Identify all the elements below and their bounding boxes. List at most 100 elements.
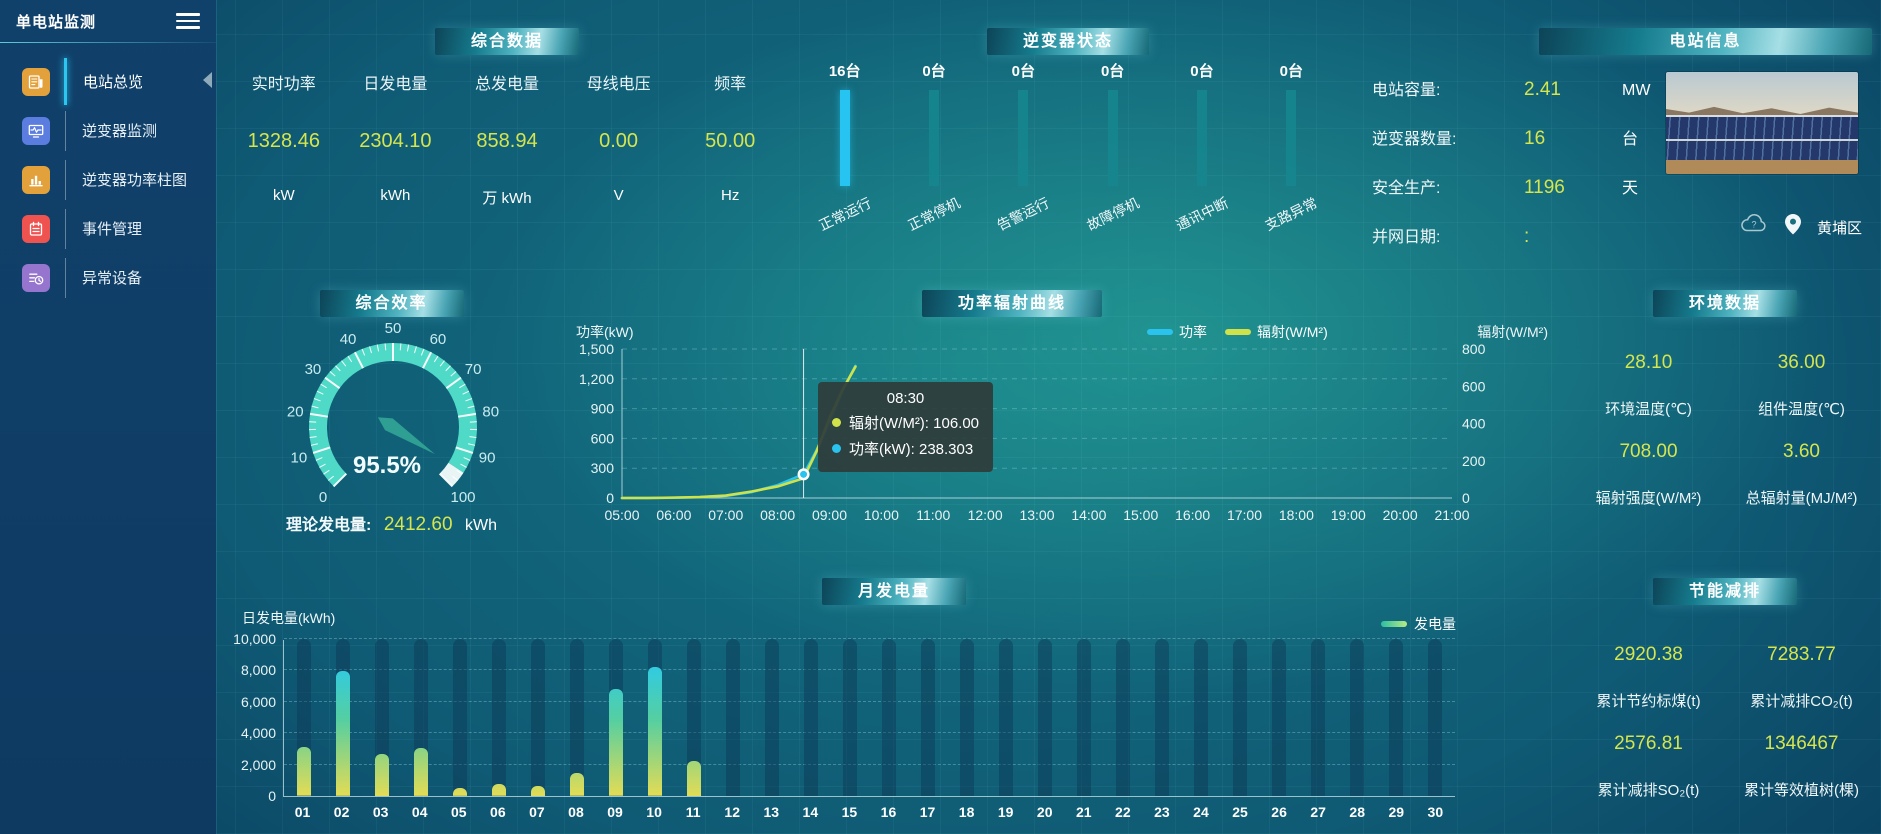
sidebar-item-power-bars[interactable]: 逆变器功率柱图 [0, 155, 216, 204]
svg-text:?: ? [1751, 220, 1756, 230]
left-axis-title: 功率(kW) [576, 324, 634, 340]
monthly-x-tick: 02 [333, 804, 350, 820]
monthly-y-tick: 8,000 [240, 662, 276, 679]
sidebar-divider [0, 42, 216, 43]
monthly-legend: 发电量 [1381, 614, 1456, 634]
generation-bar [452, 788, 467, 796]
inverter-count: 16台 [828, 63, 861, 80]
tooltip-row: 功率(kW): 238.303 [832, 438, 979, 459]
monthly-x-tick: 12 [724, 804, 740, 820]
station-info-value: : [1524, 226, 1530, 247]
inverter-count: 0台 [1279, 63, 1303, 80]
monthly-bar-cell [987, 639, 1026, 796]
monthly-bar-cell [401, 639, 440, 796]
efficiency-gauge: 0 10 20 30 40 50 60 70 80 90 100 95.5% [287, 320, 499, 506]
sidebar-collapse-arrow[interactable] [203, 72, 212, 88]
station-info-value: 2.41 [1524, 79, 1561, 100]
station-info-rows: 电站容量: 2.41 MW 逆变器数量: 16 台安全生产: 1196 天并网日期: : [1372, 76, 1687, 272]
app-title: 单电站监测 [16, 13, 97, 31]
monthly-x-tick: 27 [1310, 804, 1326, 820]
panel-title-monthly: 月发电量 [821, 578, 967, 605]
bar-background [960, 639, 975, 796]
svg-text:17:00: 17:00 [1227, 507, 1262, 523]
inverter-monitor-icon [22, 116, 50, 145]
inverter-status-label: 通讯中断 [1173, 195, 1230, 234]
svg-text:200: 200 [1462, 453, 1486, 469]
monthly-bar-cell [1104, 639, 1143, 796]
monthly-x-tick: 09 [607, 804, 623, 820]
inverter-status-label-text: 通讯中断 [1173, 194, 1231, 234]
svg-text:0: 0 [1462, 490, 1470, 506]
metric-label: 日发电量 [363, 76, 428, 93]
energy-saving-value: 2576.81 [1614, 733, 1683, 754]
svg-text:10: 10 [291, 450, 308, 467]
energy-saving-metrics: 2920.38 累计节约标煤(t) 7283.77 累计减排CO₂(t) 2576.81… [1572, 632, 1878, 810]
energy-saving-label: 累计减排CO₂(t) [1750, 693, 1853, 710]
metric-label: 母线电压 [586, 76, 651, 93]
sidebar: 单电站监测 电站总览 逆变器监测 逆变器功率柱图事件管理异常设备 [0, 0, 216, 834]
monthly-bar-cell [752, 639, 791, 796]
panel-title-power-radiation: 功率辐射曲线 [921, 290, 1103, 317]
energy-saving-metric: 2576.81 累计减排SO₂(t) [1572, 721, 1725, 810]
power-bars-icon [22, 165, 50, 194]
monthly-bar-cell [1338, 639, 1377, 796]
inverter-status-item: 0台 支路异常 [1247, 60, 1336, 234]
monthly-bar-cell [791, 639, 830, 796]
svg-text:06:00: 06:00 [656, 507, 691, 523]
monthly-gridline [284, 700, 1455, 702]
monthly-x-tick: 18 [958, 804, 975, 820]
monthly-bar-cell [713, 639, 752, 796]
monthly-bar-cell [440, 639, 479, 796]
menu-toggle-icon[interactable] [176, 13, 200, 29]
metric-label: 实时功率 [251, 76, 316, 93]
monthly-bar-cell [909, 639, 948, 796]
station-info-unit: 台 [1622, 131, 1639, 148]
panel-environment: 环境数据 28.10 环境温度(℃) 36.00 组件温度(℃) 708.00 辐射强度(… [1572, 278, 1878, 554]
summary-metric: 日发电量 2304.10 kWh [340, 70, 452, 208]
monthly-x-tick: 30 [1427, 804, 1444, 820]
inverter-count: 0台 [1011, 63, 1035, 80]
svg-text:40: 40 [340, 331, 357, 348]
monthly-bar-cell [362, 639, 401, 796]
bar-background [725, 639, 740, 796]
location-pin-icon [1784, 214, 1801, 240]
svg-text:0: 0 [319, 489, 327, 506]
station-location[interactable]: ? 黄埔区 [1739, 214, 1862, 240]
environment-metric: 708.00 辐射强度(W/M²) [1572, 429, 1725, 518]
energy-saving-value: 1346467 [1764, 733, 1839, 754]
bar-background [1077, 639, 1092, 796]
bar-background [1272, 639, 1287, 796]
monthly-bar-cell [1221, 639, 1260, 796]
sidebar-item-overview[interactable]: 电站总览 [0, 57, 216, 106]
tooltip-series-dot [832, 444, 841, 453]
legend-label: 功率 [1179, 324, 1207, 340]
sidebar-item-label: 事件管理 [82, 221, 143, 238]
power-radiation-chart[interactable]: 0 300 600 900 1,200 1,500 0 200 400 600 800 05:00 06… [562, 278, 1562, 554]
svg-text:11:00: 11:00 [916, 507, 950, 523]
generation-bar [647, 667, 662, 796]
metric-unit: Hz [721, 187, 740, 204]
bar-background [803, 639, 818, 796]
inverter-count: 0台 [1190, 63, 1214, 80]
environment-label: 组件温度(℃) [1758, 401, 1845, 418]
generation-bar [335, 671, 350, 796]
metric-label: 频率 [714, 76, 747, 93]
station-info-row: 并网日期: : [1372, 223, 1687, 272]
svg-text:07:00: 07:00 [708, 507, 743, 523]
monthly-x-tick: 06 [490, 804, 506, 820]
panel-inverter-status: 逆变器状态 16台 正常运行 0台 正常停机 0台 告警运行 0台 故障停机 0台 通讯中断 0台支… [792, 14, 1344, 250]
energy-saving-label: 累计等效植树(棵) [1744, 782, 1859, 799]
panel-title-inverter-status: 逆变器状态 [986, 28, 1150, 55]
svg-text:08:00: 08:00 [760, 507, 795, 523]
sidebar-item-abnormal-device[interactable]: 异常设备 [0, 253, 216, 302]
sidebar-item-inverter-monitor[interactable]: 逆变器监测 [0, 106, 216, 155]
bar-background [881, 639, 896, 796]
metric-unit: V [613, 187, 624, 204]
panel-title-station-info: 电站信息 [1539, 28, 1872, 55]
monthly-bar-cell [323, 639, 362, 796]
monthly-x-tick: 20 [1036, 804, 1053, 820]
sidebar-item-event-management[interactable]: 事件管理 [0, 204, 216, 253]
monthly-x-tick: 08 [568, 804, 584, 820]
bar-background [1311, 639, 1326, 796]
station-info-label: 安全生产: [1372, 180, 1441, 197]
